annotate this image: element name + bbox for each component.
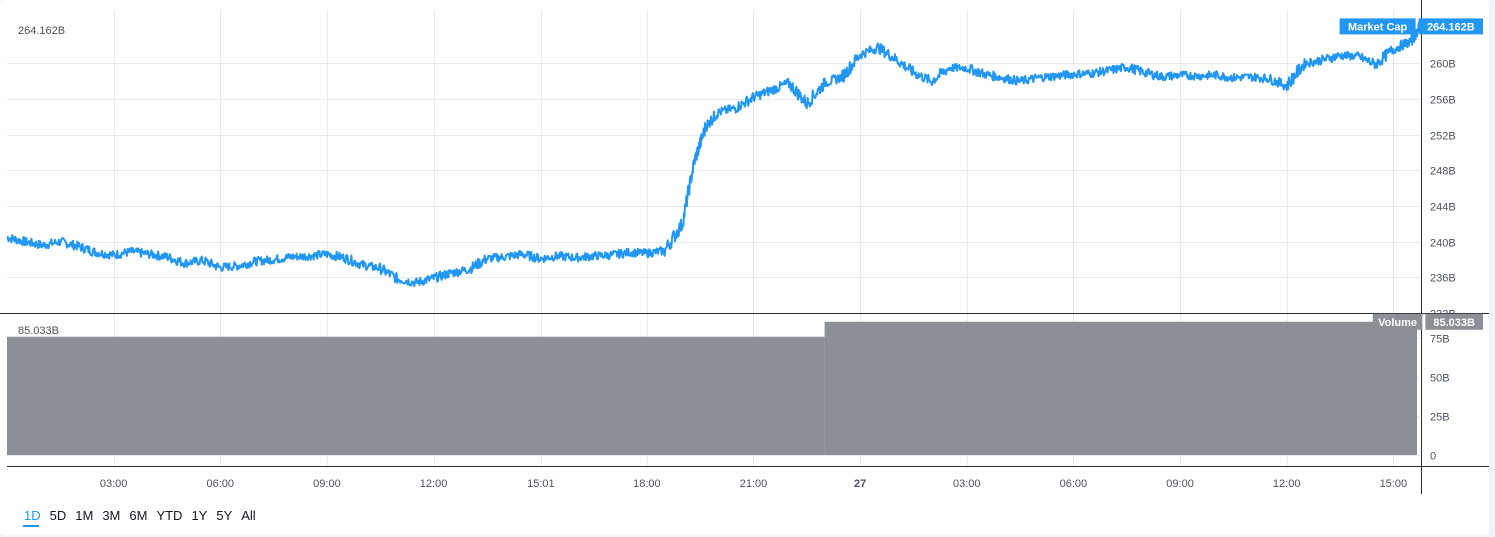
volume-name-badge bbox=[1372, 313, 1423, 330]
x-tick-label: 15:00 bbox=[1380, 478, 1408, 490]
y-tick-label-volume: 75B bbox=[1430, 334, 1450, 346]
y-tick-label-market-cap: 260B bbox=[1430, 59, 1456, 71]
range-button-3m[interactable]: 3M bbox=[102, 508, 121, 523]
range-button-1m[interactable]: 1M bbox=[75, 508, 94, 523]
x-tick-label: 15:01 bbox=[527, 478, 555, 490]
volume-value-badge-text: 85.033B bbox=[1433, 317, 1475, 329]
range-selector: 1D 5D 1M 3M 6M YTD 1Y 5Y All bbox=[22, 507, 263, 529]
market-cap-legend-value: 264.162B bbox=[18, 25, 65, 37]
range-button-1d[interactable]: 1D bbox=[22, 507, 48, 527]
market-cap-value-badge bbox=[1418, 18, 1483, 35]
y-tick-label-market-cap: 248B bbox=[1430, 166, 1456, 178]
range-button-6m[interactable]: 6M bbox=[129, 508, 148, 523]
x-tick-label: 12:00 bbox=[420, 478, 448, 490]
range-button-1y[interactable]: 1Y bbox=[191, 508, 208, 523]
y-tick-label-volume: 50B bbox=[1430, 373, 1450, 385]
volume-legend-value: 85.033B bbox=[18, 325, 59, 337]
market-cap-line bbox=[7, 21, 1420, 288]
x-tick-label: 06:00 bbox=[1060, 478, 1088, 490]
volume-name-badge-text: Volume bbox=[1378, 317, 1417, 329]
market-cap-name-badge-text: Market Cap bbox=[1348, 21, 1408, 33]
x-tick-label: 06:00 bbox=[207, 478, 235, 490]
y-tick-label-market-cap: 236B bbox=[1430, 273, 1456, 285]
y-tick-label-volume: 25B bbox=[1430, 412, 1450, 424]
market-cap-value-badge-text: 264.162B bbox=[1427, 21, 1475, 33]
x-tick-label: 09:00 bbox=[1166, 478, 1194, 490]
market-cap-name-badge bbox=[1339, 18, 1416, 35]
x-tick-label: 18:00 bbox=[633, 478, 661, 490]
range-button-5d[interactable]: 5D bbox=[49, 508, 67, 523]
x-tick-label: 09:00 bbox=[313, 478, 341, 490]
range-button-all[interactable]: All bbox=[241, 508, 256, 523]
volume-value-badge bbox=[1425, 313, 1483, 330]
volume-bar bbox=[7, 336, 825, 455]
y-tick-label-market-cap: 244B bbox=[1430, 202, 1456, 214]
volume-bar bbox=[824, 321, 1417, 455]
x-tick-label: 12:00 bbox=[1273, 478, 1301, 490]
x-tick-label: 03:00 bbox=[953, 478, 981, 490]
range-button-ytd[interactable]: YTD bbox=[156, 508, 183, 523]
range-button-5y[interactable]: 5Y bbox=[216, 508, 233, 523]
x-tick-label: 21:00 bbox=[740, 478, 768, 490]
y-tick-label-market-cap: 240B bbox=[1430, 238, 1456, 250]
y-tick-label-volume: 0 bbox=[1430, 451, 1436, 463]
y-tick-label-market-cap: 256B bbox=[1430, 95, 1456, 107]
x-tick-label: 03:00 bbox=[100, 478, 128, 490]
x-tick-label: 27 bbox=[854, 478, 866, 490]
y-tick-label-market-cap: 252B bbox=[1430, 131, 1456, 143]
